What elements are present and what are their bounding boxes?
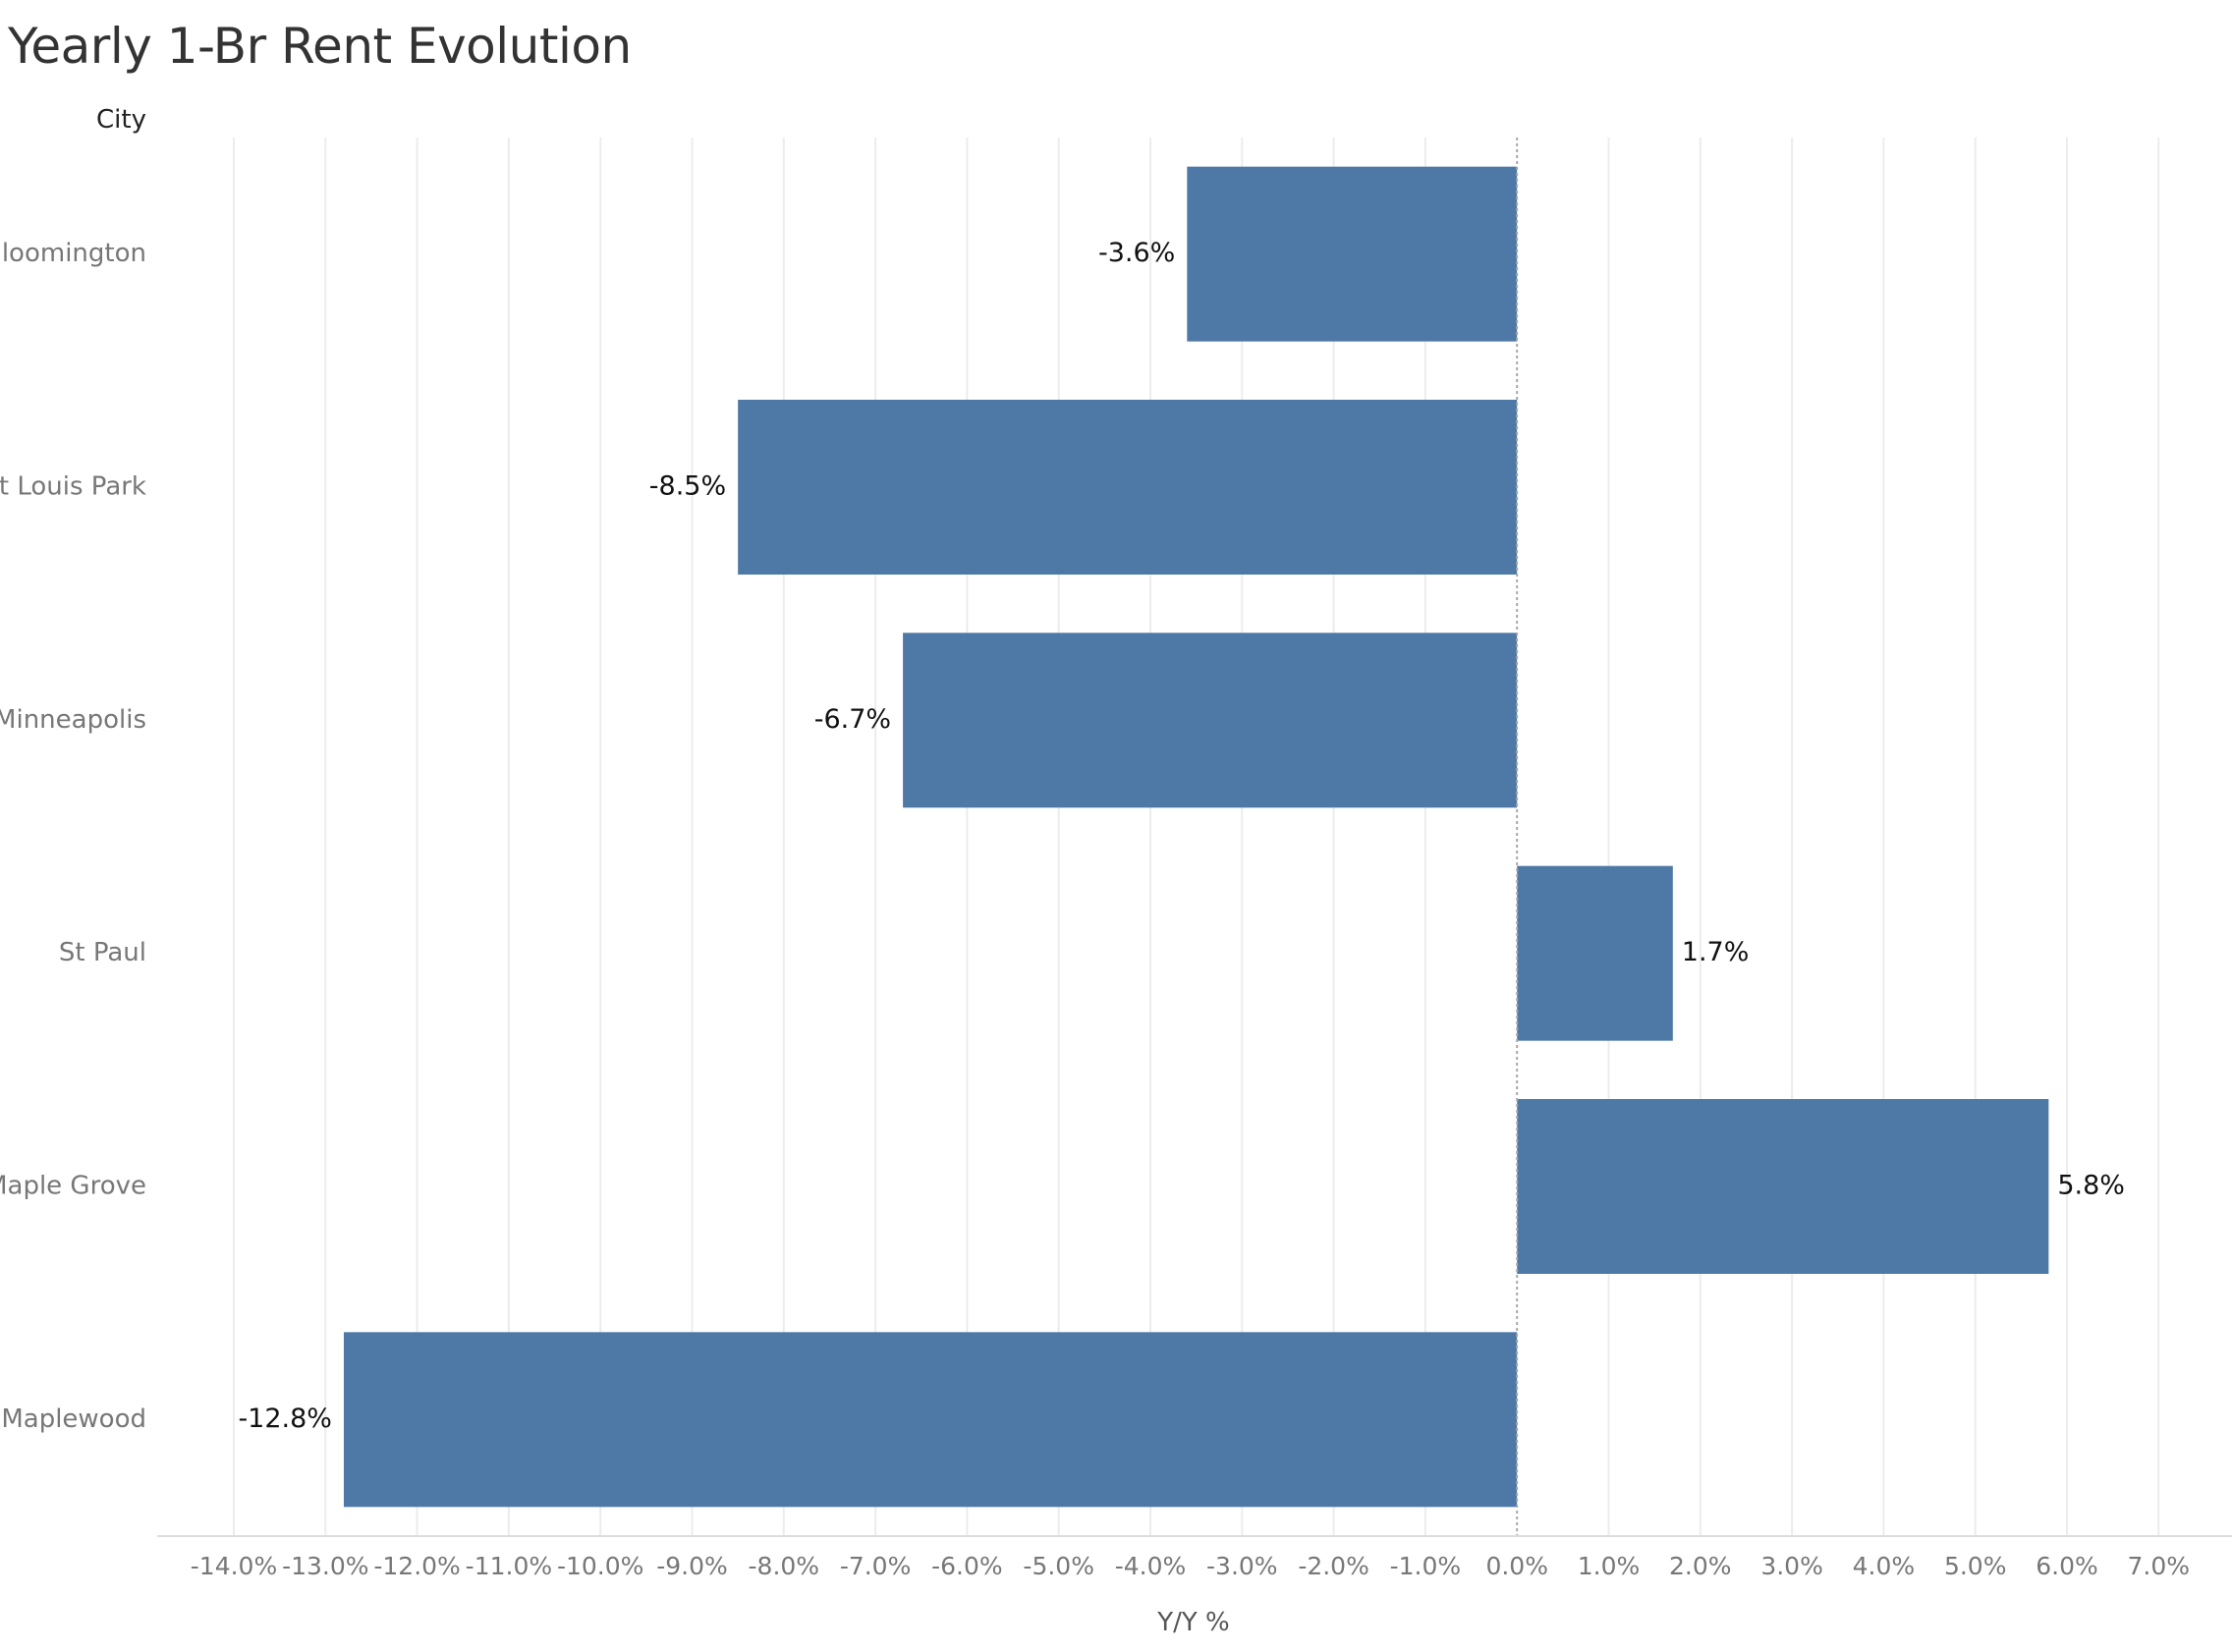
- bar: [738, 400, 1518, 575]
- category-label: Maple Grove: [0, 1172, 146, 1201]
- x-tick-label: 7.0%: [2128, 1552, 2191, 1580]
- x-tick-label: 3.0%: [1760, 1552, 1823, 1580]
- x-tick-label: -1.0%: [1390, 1552, 1462, 1580]
- x-tick-label: -2.0%: [1298, 1552, 1369, 1580]
- x-tick-labels: -14.0% -13.0% -12.0% -11.0% -10.0% -9.0% -8.0%…: [191, 1552, 2190, 1580]
- x-tick-label: 1.0%: [1578, 1552, 1641, 1580]
- bars: [343, 166, 2049, 1508]
- x-tick-label: 6.0%: [2036, 1552, 2098, 1580]
- category-label: Maplewood: [1, 1404, 146, 1434]
- x-tick-label: -3.0%: [1206, 1552, 1278, 1580]
- gridlines: [233, 138, 2160, 1536]
- category-label: St Louis Park: [0, 472, 146, 502]
- category-labels: Bloomington St Louis Park Minneapolis St Pa…: [0, 239, 146, 1434]
- data-label: 1.7%: [1682, 937, 1750, 967]
- data-labels: -3.6% -8.5% -6.7% 1.7% 5.8% -12.8%: [238, 238, 2125, 1434]
- data-label: 5.8%: [2057, 1171, 2125, 1201]
- x-tick-label: -14.0%: [191, 1552, 277, 1580]
- bar: [1517, 1099, 2049, 1274]
- category-label: Bloomington: [0, 239, 146, 268]
- x-tick-label: -4.0%: [1115, 1552, 1187, 1580]
- x-tick-label: 0.0%: [1485, 1552, 1548, 1580]
- x-tick-label: -13.0%: [282, 1552, 368, 1580]
- category-label: St Paul: [59, 938, 146, 967]
- chart-title: Yearly 1-Br Rent Evolution: [8, 18, 632, 75]
- y-axis-title: City: [96, 105, 146, 135]
- x-tick-label: -6.0%: [931, 1552, 1003, 1580]
- bar: [1517, 865, 1673, 1041]
- data-label: -8.5%: [649, 471, 726, 502]
- x-tick-label: 5.0%: [1944, 1552, 2007, 1580]
- x-tick-label: -7.0%: [840, 1552, 912, 1580]
- x-tick-label: 2.0%: [1669, 1552, 1732, 1580]
- data-label: -12.8%: [238, 1404, 332, 1434]
- x-tick-label: 4.0%: [1853, 1552, 1916, 1580]
- x-tick-label: -5.0%: [1023, 1552, 1094, 1580]
- x-tick-label: -9.0%: [656, 1552, 728, 1580]
- x-tick-label: -11.0%: [466, 1552, 552, 1580]
- category-label: Minneapolis: [0, 705, 146, 735]
- x-tick-label: -10.0%: [557, 1552, 643, 1580]
- bar: [1187, 166, 1518, 342]
- data-label: -6.7%: [814, 704, 891, 735]
- bar: [343, 1332, 1518, 1508]
- bar: [903, 633, 1518, 808]
- x-tick-label: -8.0%: [749, 1552, 820, 1580]
- data-label: -3.6%: [1098, 238, 1175, 268]
- x-tick-label: -12.0%: [373, 1552, 460, 1580]
- x-axis-title: Y/Y %: [1156, 1608, 1230, 1637]
